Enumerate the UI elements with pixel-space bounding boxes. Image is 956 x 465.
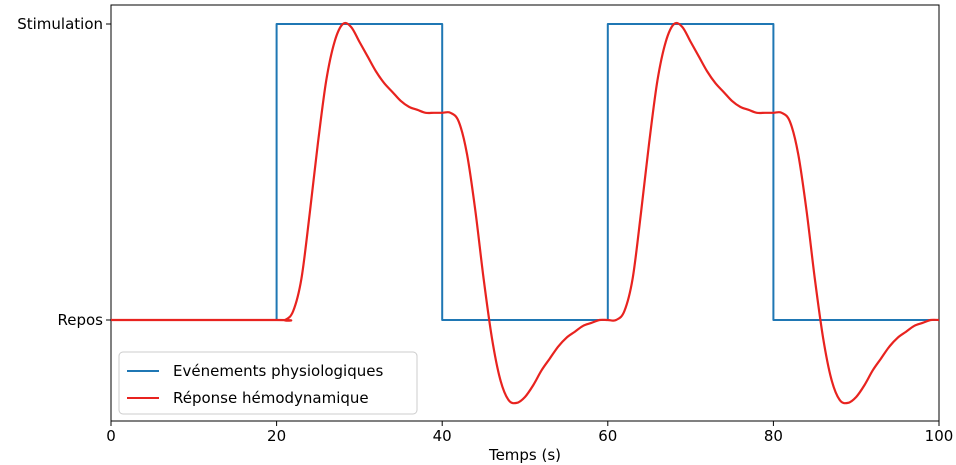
legend-label: Réponse hémodynamique [173, 389, 369, 407]
x-tick-label: 0 [106, 427, 116, 445]
x-tick-label: 40 [433, 427, 452, 445]
x-tick-label: 100 [925, 427, 954, 445]
lines-layer [110, 21, 940, 405]
plot-frame [110, 4, 940, 422]
x-tick-label: 20 [267, 427, 286, 445]
legend: Evénements physiologiques Réponse hémodyn… [118, 351, 418, 415]
y-tick-label: Stimulation [17, 15, 103, 33]
series-line-1 [111, 23, 939, 321]
legend-box [118, 351, 418, 415]
x-tick-label: 80 [764, 427, 783, 445]
x-axis: 0 20 40 60 80 100 [106, 421, 953, 445]
y-tick-label: Repos [58, 311, 104, 329]
series-line-2 [110, 21, 940, 405]
y-axis: Repos Stimulation [17, 15, 111, 329]
x-tick-label: 60 [598, 427, 617, 445]
x-axis-title: Temps (s) [488, 446, 561, 464]
legend-label: Evénements physiologiques [173, 362, 383, 380]
